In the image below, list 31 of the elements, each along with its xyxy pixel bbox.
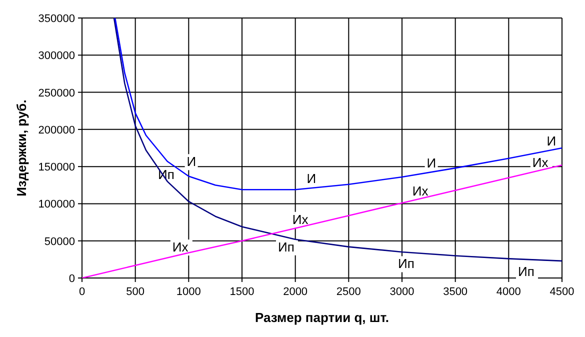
x-tick-label: 1000	[176, 286, 201, 298]
text: И	[186, 154, 196, 170]
x-tick-label: 4500	[550, 286, 574, 298]
y-tick-label: 50000	[44, 236, 75, 248]
y-tick-label: 350000	[38, 13, 75, 25]
series-label: Их	[172, 240, 189, 255]
y-tick-label: 100000	[38, 198, 75, 211]
text: Их	[292, 212, 308, 227]
x-tick-label: 3000	[390, 286, 414, 298]
x-tick-label: 500	[126, 286, 145, 298]
y-tick-label: 300000	[38, 50, 75, 62]
x-axis-title: Размер партии q, шт.	[254, 310, 390, 325]
y-tick-label: 0	[68, 273, 75, 285]
x-tick-label: 1500	[230, 286, 254, 298]
text: Их	[532, 155, 548, 170]
y-tick-label: 150000	[38, 162, 75, 174]
x-tick-label: 3500	[443, 286, 468, 298]
x-tick-label: 2000	[283, 286, 308, 298]
text: И	[426, 155, 436, 170]
y-axis-title: Издержки, руб.	[14, 100, 29, 196]
text: И	[306, 170, 316, 186]
x-tick-label: 0	[78, 286, 86, 298]
x-tick-label: 4000	[496, 286, 521, 298]
series-label: Ип	[278, 239, 294, 254]
series-label: И	[546, 134, 556, 149]
text: Их	[412, 183, 428, 198]
y-tick-label: 200000	[38, 124, 75, 136]
y-tick-label: 250000	[38, 87, 75, 100]
text: Ип	[398, 256, 414, 272]
x-tick-label: 2500	[336, 286, 361, 298]
text: Ип	[518, 264, 534, 279]
